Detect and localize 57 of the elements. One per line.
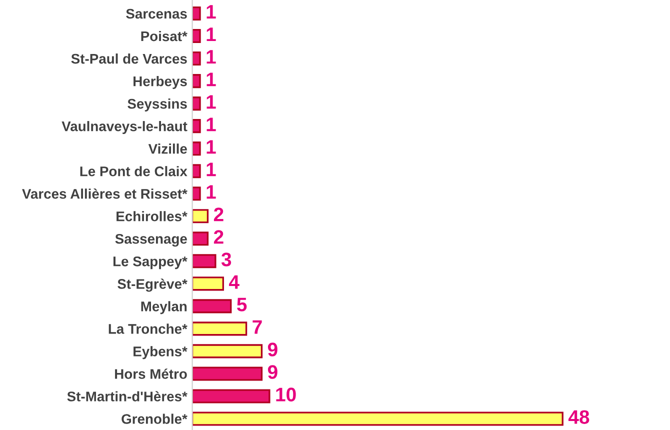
y-tick-label: Le Sappey* <box>113 256 188 270</box>
bar <box>192 232 209 246</box>
bar <box>192 96 201 111</box>
data-label: 5 <box>237 298 247 312</box>
data-label: 48 <box>568 410 590 424</box>
y-tick-label: Vizille <box>148 144 187 154</box>
y-tick-label: St-Paul de Varces <box>71 54 187 64</box>
data-label: 1 <box>206 72 216 86</box>
y-tick-label: La Tronche* <box>108 324 188 334</box>
data-label: 3 <box>221 252 232 266</box>
y-tick-label: Seyssins <box>128 98 187 112</box>
y-tick-label: Sarcenas <box>126 8 187 19</box>
data-label: 7 <box>252 320 262 334</box>
bar <box>192 254 216 268</box>
y-tick-label: Sassenage <box>115 234 187 247</box>
data-label: 9 <box>268 342 278 356</box>
data-label: 1 <box>206 185 216 199</box>
data-label: 1 <box>206 28 216 42</box>
bar <box>192 389 270 404</box>
bar <box>192 52 201 66</box>
bar <box>192 28 201 44</box>
data-label: 1 <box>206 162 216 176</box>
data-label: 9 <box>268 365 278 379</box>
y-tick-label: St-Egrève* <box>118 278 188 292</box>
bar <box>192 344 263 358</box>
bar <box>192 142 201 156</box>
bar <box>192 209 209 224</box>
data-label: 2 <box>214 230 224 244</box>
bar <box>192 186 201 201</box>
data-label: 1 <box>206 118 216 132</box>
data-label: 4 <box>229 275 240 289</box>
y-tick-label: Vaulnaveys-le-haut <box>62 121 188 134</box>
data-label: 1 <box>206 140 216 154</box>
y-tick-label: Grenoble* <box>122 414 188 424</box>
data-label: 10 <box>276 388 296 402</box>
y-tick-label: Le Pont de Claix <box>80 166 188 176</box>
y-tick-label: Meylan <box>141 301 187 314</box>
y-tick-label: Herbeys <box>134 76 187 89</box>
bar <box>192 164 201 178</box>
bar <box>192 276 224 291</box>
bar <box>192 119 201 134</box>
data-label: 1 <box>206 5 216 19</box>
y-tick-label: Eybens* <box>134 346 188 360</box>
bar <box>192 299 232 314</box>
data-label: 2 <box>214 208 224 222</box>
y-tick-label: Poisat* <box>141 30 188 42</box>
y-tick-label: St-Martin-d'Hères* <box>67 391 188 402</box>
bar <box>192 322 248 336</box>
bar <box>192 74 201 88</box>
data-label: 1 <box>206 95 216 109</box>
data-label: 1 <box>206 50 216 64</box>
bar <box>192 412 564 426</box>
y-tick-label: Echirolles* <box>116 211 188 222</box>
y-tick-label: Varces Allières et Risset* <box>22 188 188 199</box>
bar <box>192 6 201 21</box>
bar <box>192 366 263 381</box>
y-tick-label: Hors Métro <box>115 368 187 379</box>
